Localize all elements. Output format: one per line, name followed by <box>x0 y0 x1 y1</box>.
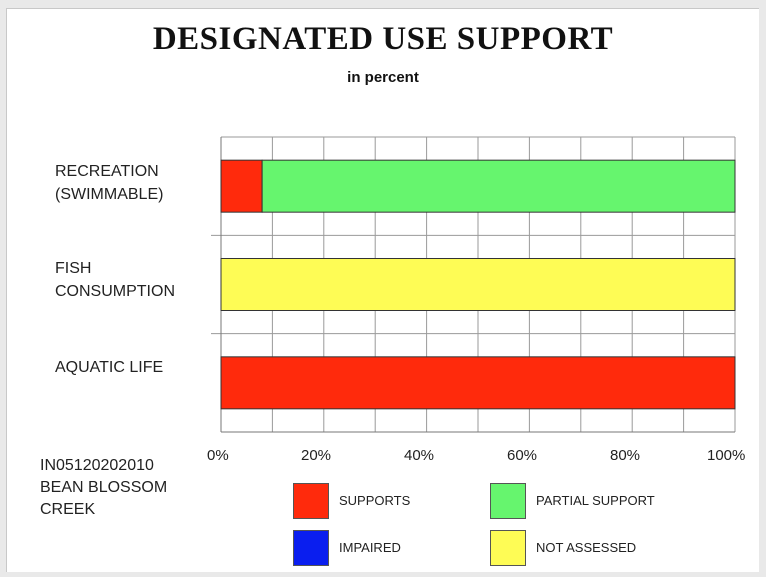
category-label-recreation: RECREATION (SWIMMABLE) <box>55 163 164 203</box>
legend-swatch-partial-support <box>490 483 526 519</box>
bar-segment-supports <box>220 159 263 213</box>
legend-label-impaired: IMPAIRED <box>339 540 401 555</box>
x-tick-label-80: 80% <box>610 447 641 464</box>
legend-swatch-not-assessed <box>490 530 526 566</box>
x-tick-label-0: 0% <box>207 447 229 464</box>
x-tick-label-20: 20% <box>301 447 332 464</box>
legend-swatch-impaired <box>293 530 329 566</box>
bar-segment-not-assessed <box>220 258 736 311</box>
x-tick-label-60: 60% <box>507 447 538 464</box>
legend-label-partial-support: PARTIAL SUPPORT <box>536 493 655 508</box>
x-tick-label-40: 40% <box>404 447 435 464</box>
x-tick-label-100: 100% <box>707 447 746 464</box>
site-id-label: IN05120202010 BEAN BLOSSOM CREEK <box>40 457 168 518</box>
chart-subtitle: in percent <box>347 69 419 86</box>
legend-label-supports: SUPPORTS <box>339 493 411 508</box>
category-label-aquatic-life: AQUATIC LIFE <box>55 359 164 376</box>
legend-swatch-supports <box>293 483 329 519</box>
bar-segment-supports <box>220 356 736 410</box>
legend-label-not-assessed: NOT ASSESSED <box>536 540 637 555</box>
chart-title: DESIGNATED USE SUPPORT <box>152 21 614 57</box>
category-label-fish-consumption: FISH CONSUMPTION <box>55 260 175 300</box>
bar-segment-partial-support <box>261 159 736 213</box>
